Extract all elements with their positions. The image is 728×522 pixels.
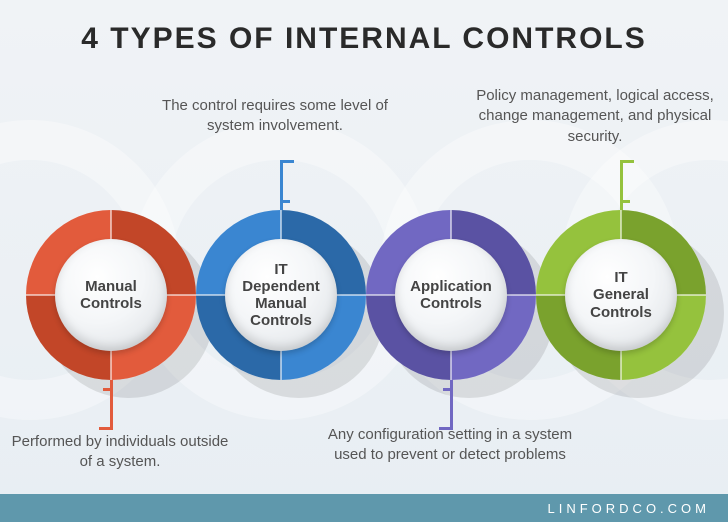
control-label-it-general: ITGeneralControls — [590, 269, 652, 321]
control-center-it-general: ITGeneralControls — [565, 239, 677, 351]
page-title: 4 TYPES OF INTERNAL CONTROLS — [0, 22, 728, 56]
control-ring-it-dependent: ITDependentManualControls — [196, 210, 366, 380]
rings-row: ManualControls ITDependentManualControls A… — [0, 210, 728, 380]
control-ring-manual: ManualControls — [26, 210, 196, 380]
control-center-it-dependent: ITDependentManualControls — [225, 239, 337, 351]
control-ring-application: ApplicationControls — [366, 210, 536, 380]
control-desc-application: Any configuration setting in a system us… — [320, 425, 580, 466]
footer-bar: LINFORDCO.COM — [0, 494, 728, 522]
control-ring-it-general: ITGeneralControls — [536, 210, 706, 380]
footer-text: LINFORDCO.COM — [548, 501, 711, 516]
control-label-it-dependent: ITDependentManualControls — [242, 261, 320, 330]
control-desc-it-general: Policy management, logical access, chang… — [470, 86, 720, 147]
control-label-manual: ManualControls — [80, 278, 142, 313]
control-desc-manual: Performed by individuals outside of a sy… — [10, 432, 230, 473]
control-desc-it-dependent: The control requires some level of syste… — [160, 96, 390, 137]
control-center-application: ApplicationControls — [395, 239, 507, 351]
control-label-application: ApplicationControls — [410, 278, 492, 313]
control-center-manual: ManualControls — [55, 239, 167, 351]
